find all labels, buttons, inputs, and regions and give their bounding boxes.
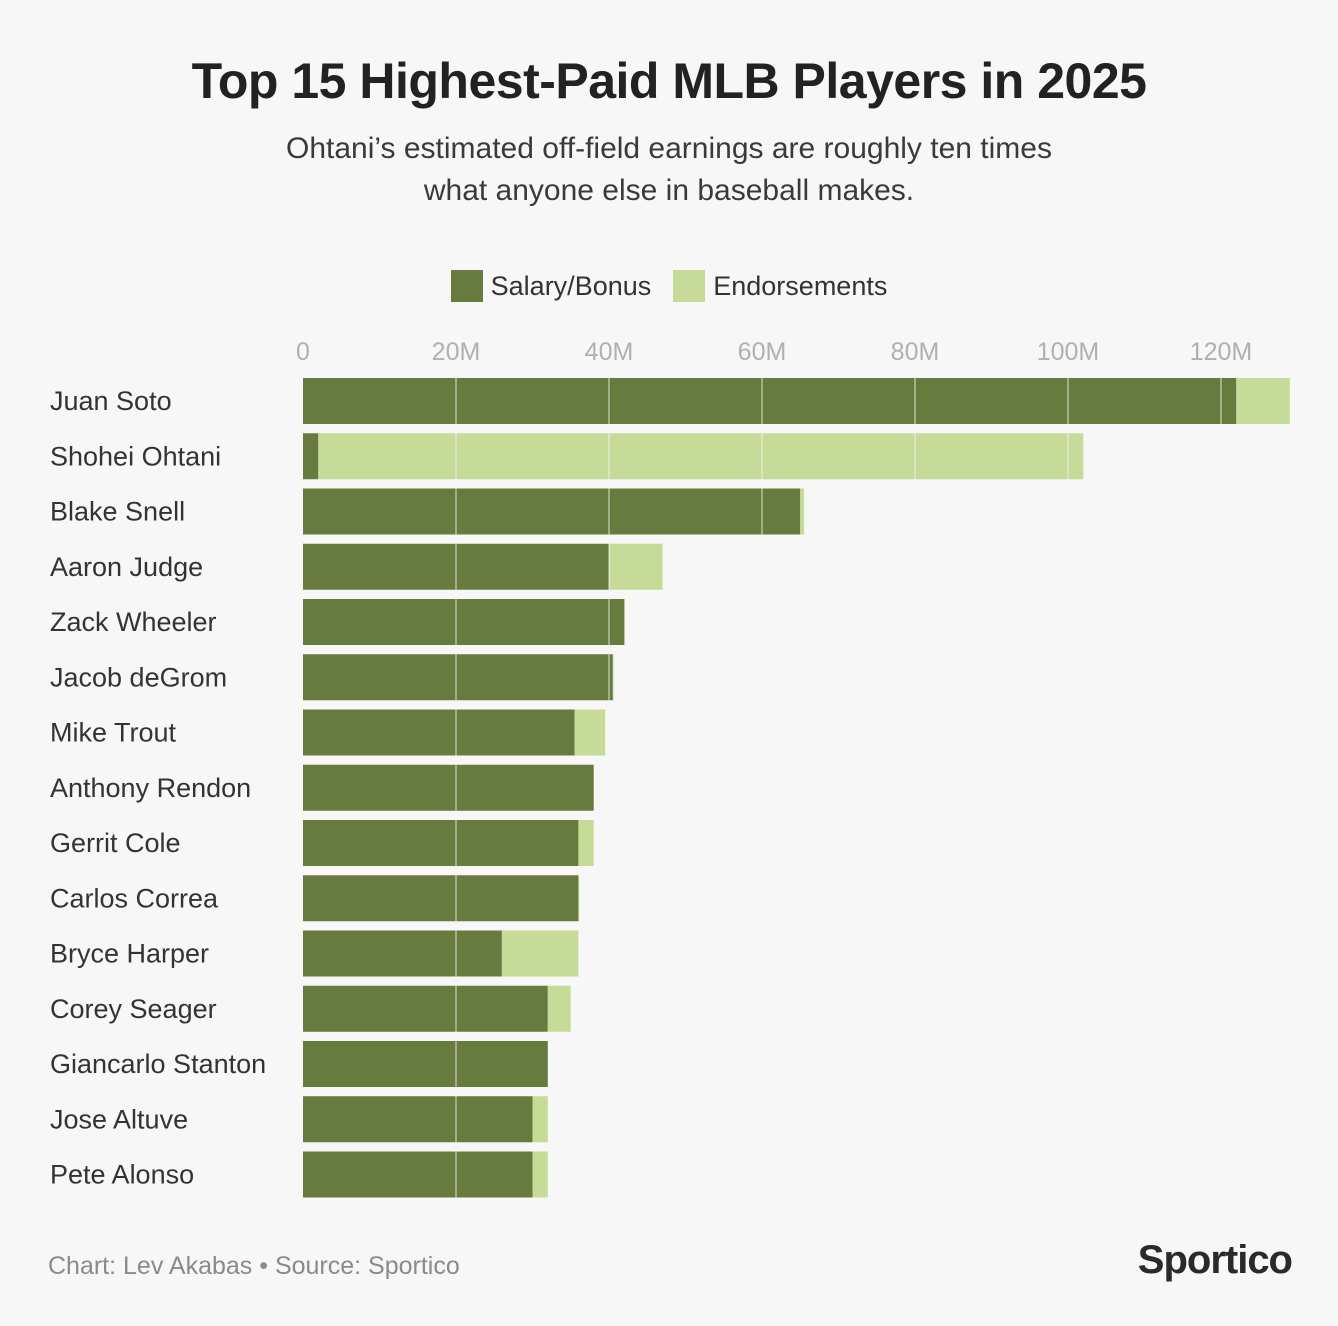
chart-title: Top 15 Highest-Paid MLB Players in 2025 [191, 53, 1147, 109]
bar-salary [303, 654, 613, 701]
category-label: Jose Altuve [50, 1104, 188, 1134]
bar-endorsements [1236, 378, 1290, 424]
category-label: Jacob deGrom [50, 662, 227, 692]
bar-endorsements [800, 488, 805, 535]
bar-endorsements [574, 709, 606, 756]
x-tick-label: 0 [296, 338, 310, 366]
bar-endorsements [609, 543, 663, 590]
chart-subtitle: Ohtani’s estimated off-field earnings ar… [0, 128, 1338, 212]
bar-endorsements [578, 875, 580, 922]
category-label: Aaron Judge [50, 552, 203, 582]
sportico-logo: Sportico [1137, 1238, 1293, 1282]
bar-endorsements [532, 1151, 548, 1198]
bar-salary [303, 875, 579, 922]
credit-separator: • [252, 1252, 275, 1280]
legend-swatch-salary [450, 270, 483, 302]
x-tick-label: 60M [738, 338, 787, 366]
category-label: Pete Alonso [50, 1160, 194, 1190]
category-label: Mike Trout [50, 718, 177, 748]
x-tick-label: 80M [891, 338, 940, 366]
x-tick-label: 40M [585, 338, 634, 366]
bar-endorsements [612, 654, 614, 701]
category-label: Juan Soto [50, 386, 172, 416]
category-label: Bryce Harper [50, 939, 209, 969]
bar-endorsements [578, 820, 594, 866]
legend-label-endorsements: Endorsements [713, 270, 888, 301]
credit-text: Chart: Lev Akabas [48, 1252, 253, 1280]
bar-salary [303, 378, 1237, 424]
legend-item-salary: Salary/Bonus [450, 270, 652, 302]
category-label: Zack Wheeler [50, 607, 217, 637]
bar-salary [303, 488, 801, 535]
bar-salary [303, 1041, 548, 1087]
category-label: Giancarlo Stanton [50, 1049, 266, 1079]
bar-salary [303, 985, 548, 1032]
bar-endorsements [624, 599, 626, 645]
bar-endorsements [532, 1096, 548, 1143]
x-tick-label: 20M [432, 338, 481, 366]
bar-salary [303, 1096, 533, 1143]
category-label: Carlos Correa [50, 883, 219, 913]
x-tick-label: 100M [1037, 338, 1100, 366]
subtitle-line: what anyone else in baseball makes. [423, 174, 915, 207]
source-text: Source: Sportico [274, 1252, 460, 1280]
bar-salary [303, 599, 625, 645]
legend: Salary/Bonus Endorsements [0, 270, 1338, 302]
subtitle-line: Ohtani’s estimated off-field earnings ar… [286, 132, 1052, 165]
bar-salary [303, 709, 575, 756]
legend-swatch-endorsements [673, 270, 706, 302]
bar-salary [303, 764, 594, 811]
bar-endorsements [547, 985, 571, 1032]
bar-salary [303, 820, 579, 866]
category-label: Anthony Rendon [50, 773, 251, 803]
chart-credit: Chart: Lev Akabas • Source: Sportico [48, 1252, 460, 1281]
category-label: Blake Snell [50, 497, 185, 527]
bar-salary [303, 1151, 533, 1198]
bar-salary [303, 433, 319, 480]
category-label: Shohei Ohtani [50, 441, 221, 471]
bar-endorsements [318, 433, 1084, 480]
legend-label-salary: Salary/Bonus [490, 270, 652, 301]
category-label: Gerrit Cole [50, 828, 181, 858]
legend-item-endorsements: Endorsements [673, 270, 887, 302]
category-label: Corey Seager [50, 994, 217, 1024]
bar-endorsements [501, 930, 579, 977]
x-tick-label: 120M [1190, 338, 1253, 366]
bar-salary [303, 930, 502, 977]
